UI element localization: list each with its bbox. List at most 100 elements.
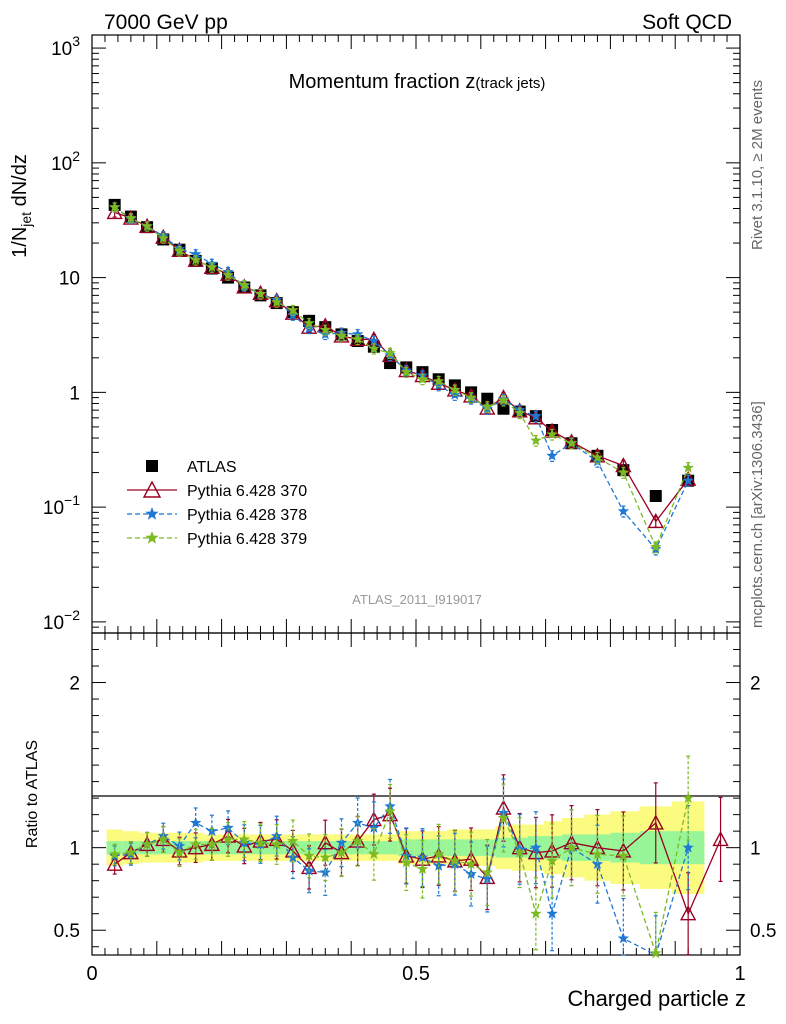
main-title-sub: (track jets) — [475, 75, 545, 92]
ratio-point-p379 — [514, 846, 526, 858]
ratio-point-p379 — [565, 841, 578, 853]
point-p379 — [157, 232, 169, 244]
ratio-y-tick-label: 0.5 — [54, 921, 80, 942]
point-p379 — [190, 254, 202, 265]
x-tick-label: 1 — [734, 963, 745, 985]
point-atlas — [384, 357, 397, 370]
point-atlas — [481, 392, 494, 405]
point-p378 — [530, 410, 542, 421]
legend-label-p370: Pythia 6.428 370 — [187, 483, 307, 500]
header-left-label: 7000 GeV pp — [104, 11, 228, 34]
ratio-point-p379 — [157, 833, 169, 845]
y-tick-label: 102 — [51, 148, 80, 175]
y-tick-label-base: 10 — [51, 39, 72, 60]
y-tick-label-exp: −1 — [64, 492, 80, 508]
y-tick-label: 1 — [69, 383, 80, 404]
point-p378 — [433, 379, 445, 391]
point-p379 — [682, 461, 694, 473]
legend-marker-p370 — [142, 480, 162, 498]
legend-marker-p379 — [145, 531, 159, 544]
ratio-point-p379 — [173, 846, 186, 858]
ratio-point-p379 — [141, 838, 153, 850]
ratio-point-p379 — [546, 854, 558, 866]
ratio-point-p379 — [222, 833, 234, 845]
point-p379 — [303, 317, 315, 329]
ratio-point-p370 — [679, 905, 697, 921]
point-p379 — [591, 451, 604, 463]
point-p379 — [173, 245, 186, 256]
ratio-point-p379 — [109, 848, 121, 860]
ratio-point-p379 — [125, 846, 137, 858]
point-p379 — [384, 347, 396, 358]
x-axis-label: Charged particle z — [567, 986, 746, 1011]
x-tick-label: 0 — [86, 963, 97, 985]
ratio-point-p378 — [682, 841, 694, 853]
ratio-point-p370 — [187, 839, 204, 855]
ratio-point-p379 — [287, 835, 299, 846]
point-atlas — [649, 489, 662, 502]
point-p378 — [190, 248, 202, 259]
ratio-point-p379 — [449, 854, 461, 866]
header-right-label: Soft QCD — [642, 11, 732, 34]
ratio-point-p370 — [647, 814, 664, 830]
point-p379 — [319, 323, 331, 335]
legend-marker-p378 — [145, 507, 159, 520]
ratio-point-p379 — [617, 849, 630, 861]
point-p379 — [546, 428, 558, 440]
ratio-point-p379 — [319, 851, 331, 863]
point-p370 — [511, 402, 528, 418]
point-p370 — [462, 387, 480, 403]
point-p378 — [546, 449, 558, 461]
analysis-watermark: ATLAS_2011_I919017 — [352, 592, 482, 607]
point-p379 — [497, 394, 510, 406]
point-p370 — [647, 512, 664, 529]
ratio-point-p379 — [416, 863, 429, 874]
ratio-point-p379 — [190, 838, 202, 850]
point-p370 — [495, 389, 512, 405]
ratio-point-p378 — [190, 816, 202, 828]
main-title: Momentum fraction z(track jets) — [289, 71, 546, 93]
ratio-point-p379 — [591, 848, 604, 860]
ratio-y-tick-label: 1 — [69, 839, 80, 860]
main-y-axis-label: 1/Njet dN/dz — [9, 154, 34, 258]
point-p379 — [206, 261, 218, 273]
y-tick-label: 103 — [51, 33, 80, 60]
point-p378 — [368, 335, 380, 346]
ratio-y-tick-label-right: 2 — [750, 674, 761, 695]
rivet-version-label: Rivet 3.1.10, ≥ 2M events — [749, 80, 766, 250]
point-p379 — [481, 400, 493, 412]
ratio-point-p379 — [254, 836, 267, 848]
ratio-frame — [91, 632, 741, 956]
ratio-point-p370 — [300, 859, 318, 875]
point-p379 — [141, 220, 153, 232]
ratio-point-p379 — [433, 848, 445, 860]
point-p379 — [565, 437, 578, 449]
x-tick-label: 0.5 — [402, 963, 430, 985]
main-y-label-tail: dN/dz — [9, 154, 31, 212]
point-p379 — [271, 296, 283, 308]
ratio-point-p379 — [303, 849, 315, 861]
point-p378 — [617, 505, 630, 517]
y-tick-label-base: 10 — [51, 154, 72, 175]
mcplots-label: mcplots.cern.ch [arXiv:1306.3436] — [749, 401, 766, 628]
point-p379 — [254, 288, 267, 299]
y-tick-label-exp: 2 — [72, 148, 80, 164]
point-p379 — [465, 391, 477, 403]
ratio-point-p379 — [352, 835, 364, 846]
point-p379 — [238, 279, 250, 290]
ratio-point-p379 — [650, 947, 662, 959]
main-title-text: Momentum fraction z — [289, 71, 476, 93]
point-p379 — [109, 201, 121, 213]
y-tick-label-base: 10 — [43, 498, 64, 519]
ratio-point-p379 — [481, 866, 493, 878]
ratio-point-p379 — [682, 792, 694, 803]
ratio-point-p379 — [384, 805, 396, 817]
y-tick-label: 10 — [59, 269, 80, 290]
ratio-point-p379 — [400, 856, 412, 868]
point-p370 — [106, 203, 123, 220]
main-panel: Momentum fraction z(track jets) 1/Njet d… — [9, 33, 741, 955]
ratio-y-axis-label: Ratio to ATLAS — [24, 740, 41, 848]
ratio-point-p379 — [497, 811, 510, 823]
y-tick-label: 10−2 — [43, 607, 80, 634]
